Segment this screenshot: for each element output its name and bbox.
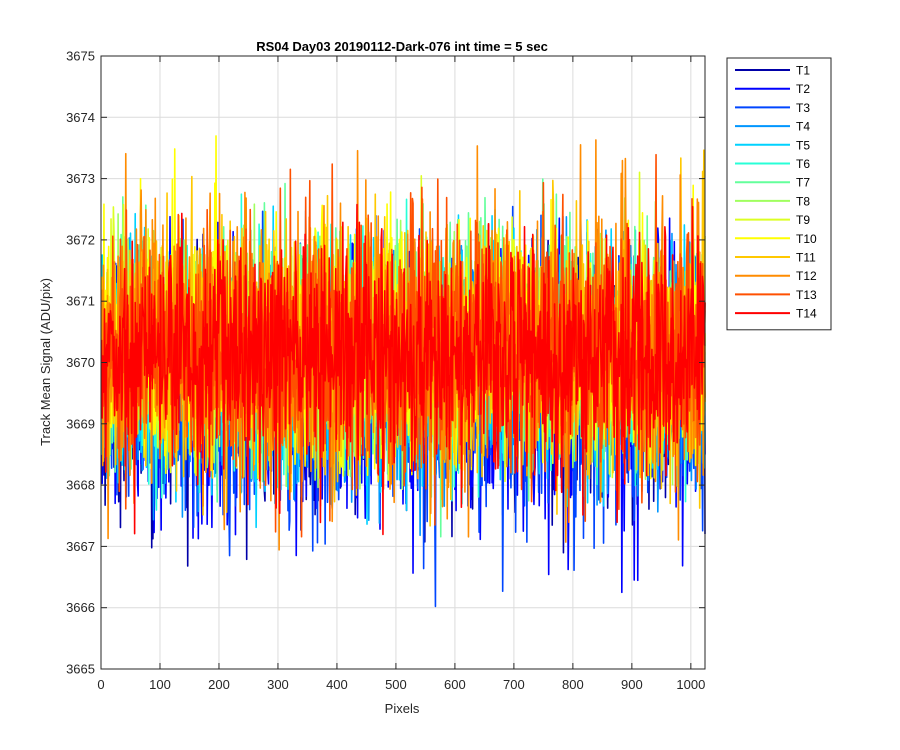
legend-label-t1: T1 <box>796 64 810 78</box>
y-tick-label: 3673 <box>66 171 95 186</box>
legend: T1 T2 T3 T4 T5 T6 T7 T8 T9 T10 T11 T12 T13 T14 <box>726 57 832 331</box>
x-axis-label: Pixels <box>385 701 420 716</box>
x-tick-label: 100 <box>149 677 171 692</box>
plot-axes: 0 100 200 300 400 500 600 700 800 900 1000 3665 3666… <box>38 39 706 716</box>
legend-label-t5: T5 <box>796 138 810 152</box>
legend-label-t14: T14 <box>796 307 817 321</box>
series-lines <box>100 135 706 608</box>
x-tick-label: 500 <box>385 677 407 692</box>
y-tick-label: 3666 <box>66 600 95 615</box>
y-tick-label: 3670 <box>66 355 95 370</box>
y-tick-label: 3668 <box>66 478 95 493</box>
chart-title: RS04 Day03 20190112-Dark-076 int time = … <box>256 39 548 54</box>
x-tick-label: 1000 <box>676 677 705 692</box>
y-tick-label: 3674 <box>66 110 95 125</box>
y-tick-label: 3671 <box>66 294 95 309</box>
x-tick-label: 600 <box>444 677 466 692</box>
legend-label-t9: T9 <box>796 213 810 227</box>
legend-label-t13: T13 <box>796 288 817 302</box>
x-tick-label: 800 <box>562 677 584 692</box>
x-tick-label: 700 <box>503 677 525 692</box>
legend-label-t2: T2 <box>796 82 810 96</box>
y-tick-label: 3665 <box>66 662 95 677</box>
x-tick-label: 900 <box>621 677 643 692</box>
x-tick-label: 400 <box>326 677 348 692</box>
y-tick-label: 3669 <box>66 416 95 431</box>
x-tick-label: 300 <box>267 677 289 692</box>
legend-label-t10: T10 <box>796 232 817 246</box>
y-tick-label: 3675 <box>66 49 95 64</box>
y-tick-label: 3667 <box>66 539 95 554</box>
legend-label-t8: T8 <box>796 194 810 208</box>
legend-label-t7: T7 <box>796 176 810 190</box>
legend-box <box>726 57 832 331</box>
y-axis-label: Track Mean Signal (ADU/pix) <box>38 278 53 446</box>
legend-label-t6: T6 <box>796 157 810 171</box>
legend-label-t12: T12 <box>796 269 817 283</box>
x-tick-label: 200 <box>208 677 230 692</box>
legend-label-t3: T3 <box>796 101 810 115</box>
legend-label-t4: T4 <box>796 120 810 134</box>
x-tick-label: 0 <box>97 677 104 692</box>
y-tick-label: 3672 <box>66 232 95 247</box>
axis-ticks: 0 100 200 300 400 500 600 700 800 900 1000 3665 3666… <box>66 49 705 693</box>
legend-label-t11: T11 <box>796 251 816 265</box>
series-line-t14 <box>100 203 706 536</box>
